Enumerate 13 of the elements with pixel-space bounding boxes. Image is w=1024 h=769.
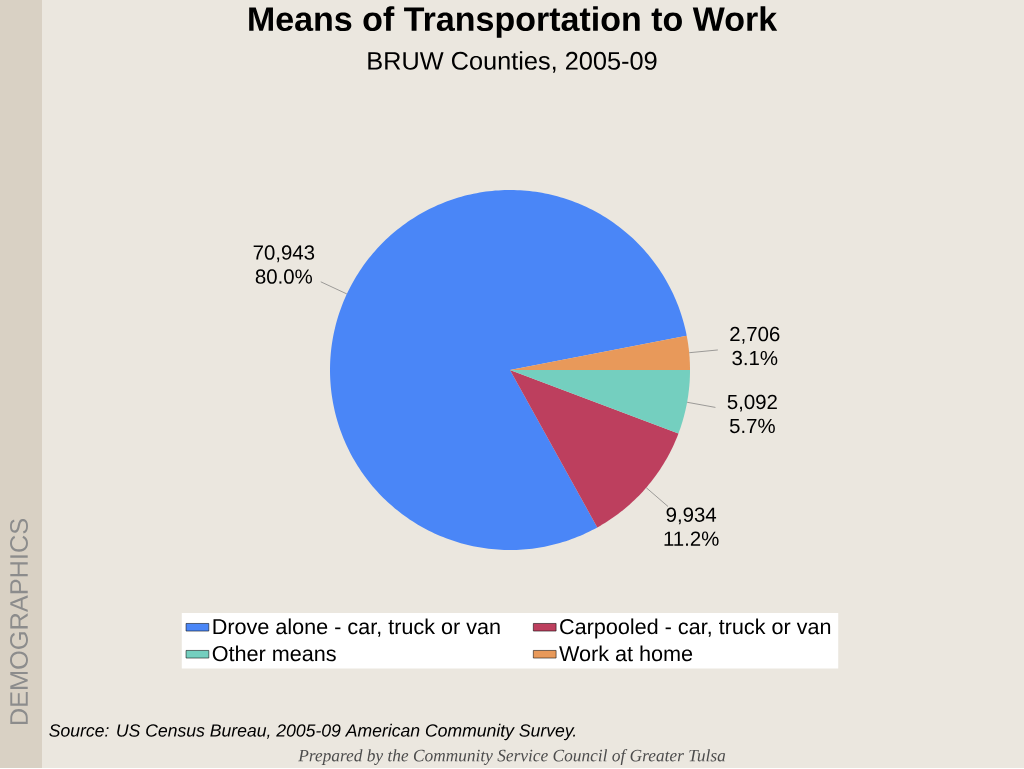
data-label: 9,934 11.2% [664, 507, 719, 546]
legend-label: Drove alone - car, truck or van [213, 618, 500, 637]
text: Prepared by the Community Service Council of Greater Tulsa [298, 748, 726, 765]
text: DEMOGRAPHICS [10, 518, 28, 724]
source-note: Source: US Census Bureau, 2005-09 American Community Survey. [49, 723, 576, 741]
chart-subtitle: BRUW Counties, 2005-09 [368, 50, 657, 73]
data-label: 5,092 5.7% [727, 394, 777, 433]
chart-title: Means of Transportation to Work [249, 5, 778, 38]
legend-label: Work at home [559, 645, 693, 662]
legend-label: Carpooled - car, truck or van [560, 618, 831, 639]
data-label: 2,706 3.1% [730, 326, 780, 366]
data-label: 70,943 80.0% [253, 245, 315, 284]
legend-label: Other means [212, 645, 336, 662]
